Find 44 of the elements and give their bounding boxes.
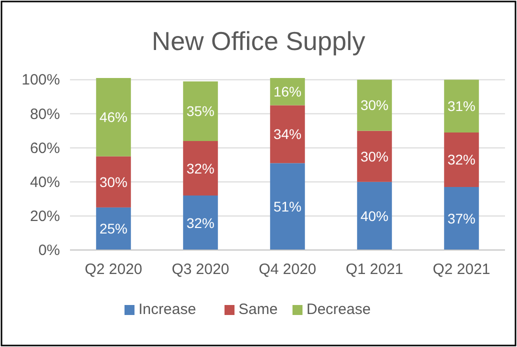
data-label: 46%	[99, 109, 128, 126]
data-label: 35%	[186, 103, 215, 120]
data-label: 30%	[360, 148, 389, 164]
data-label: 32%	[447, 152, 476, 168]
x-tick-label: Q2 2021	[432, 261, 490, 278]
data-label: 37%	[447, 210, 476, 226]
legend-label: Decrease	[306, 301, 371, 318]
bar	[357, 80, 392, 131]
bar	[444, 132, 479, 187]
bar	[183, 81, 218, 142]
x-tick-label: Q2 2020	[84, 261, 142, 278]
bar	[270, 105, 305, 164]
data-label: 34%	[273, 126, 302, 142]
data-label: 16%	[273, 84, 302, 100]
chart-title: New Office Supply	[152, 26, 366, 56]
x-tick-label: Q1 2021	[346, 261, 404, 278]
bar	[183, 141, 218, 196]
bar	[357, 130, 392, 182]
x-tick-label: Q4 2020	[258, 261, 316, 278]
bar	[444, 186, 479, 250]
bar	[96, 207, 131, 250]
data-label: 32%	[186, 160, 215, 176]
y-tick-label: 80%	[30, 106, 60, 123]
y-tick-label: 0%	[38, 242, 60, 259]
data-label: 40%	[360, 208, 389, 224]
y-tick-label: 60%	[30, 140, 60, 157]
legend-label: Same	[238, 301, 278, 318]
data-label: 25%	[99, 220, 128, 237]
data-label: 31%	[447, 98, 476, 114]
legend-label: Increase	[138, 301, 196, 318]
bar	[183, 196, 218, 250]
y-tick-label: 20%	[30, 208, 60, 225]
y-tick-label: 40%	[30, 174, 60, 191]
data-label: 51%	[273, 198, 302, 215]
bar	[444, 80, 479, 132]
data-label: 30%	[360, 97, 389, 114]
bar	[270, 163, 305, 250]
y-tick-label: 100%	[22, 72, 60, 89]
bar	[96, 78, 131, 156]
data-label: 32%	[186, 214, 215, 231]
data-label: 30%	[99, 174, 128, 190]
bar	[357, 182, 392, 250]
x-tick-label: Q3 2020	[172, 261, 230, 278]
bar	[96, 156, 131, 208]
